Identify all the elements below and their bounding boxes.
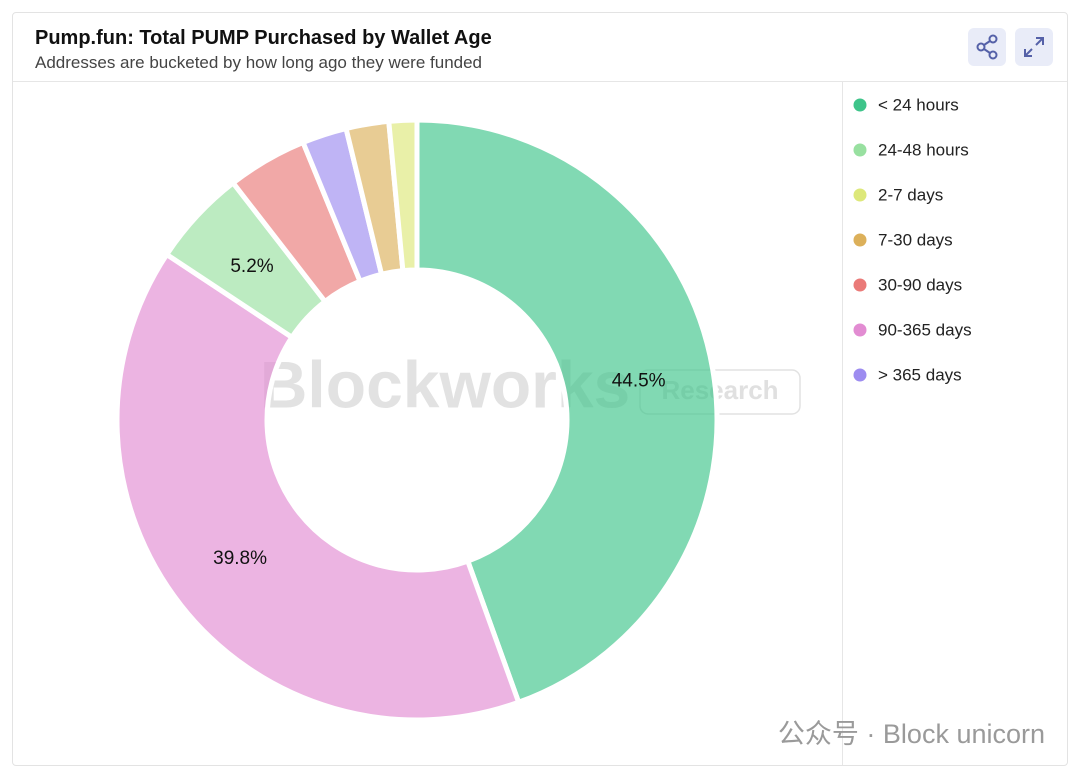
legend-marker bbox=[853, 323, 867, 337]
legend-marker bbox=[853, 278, 867, 292]
expand-icon bbox=[1024, 37, 1044, 57]
pie-slice bbox=[114, 251, 522, 723]
legend-marker bbox=[853, 98, 867, 112]
chart-title: Pump.fun: Total PUMP Purchased by Wallet… bbox=[35, 27, 492, 49]
footer-credit: 公众号 · Block unicorn bbox=[778, 719, 1045, 749]
data-label: 44.5% bbox=[612, 370, 666, 391]
share-icon bbox=[976, 34, 998, 60]
data-label: 5.2% bbox=[230, 256, 273, 277]
data-label: 39.8% bbox=[213, 548, 267, 569]
expand-button[interactable] bbox=[1015, 28, 1053, 66]
share-button[interactable] bbox=[968, 28, 1006, 66]
legend-label: 30-90 days bbox=[878, 275, 962, 294]
legend-label: 7-30 days bbox=[878, 230, 953, 249]
chart-card: Pump.fun: Total PUMP Purchased by Wallet… bbox=[12, 12, 1068, 766]
legend-label: 2-7 days bbox=[878, 185, 943, 204]
legend-label: 24-48 hours bbox=[878, 140, 969, 159]
pie-slice bbox=[386, 117, 420, 274]
legend-marker bbox=[853, 368, 867, 382]
legend-marker bbox=[853, 143, 867, 157]
legend-label: 90-365 days bbox=[878, 320, 972, 339]
divider bbox=[842, 82, 843, 765]
divider bbox=[13, 81, 1067, 82]
pie-slice bbox=[414, 117, 720, 706]
legend-marker bbox=[853, 233, 867, 247]
legend-marker bbox=[853, 188, 867, 202]
chart-subtitle: Addresses are bucketed by how long ago t… bbox=[35, 53, 483, 72]
legend-label: < 24 hours bbox=[878, 95, 959, 114]
legend-label: > 365 days bbox=[878, 365, 962, 384]
